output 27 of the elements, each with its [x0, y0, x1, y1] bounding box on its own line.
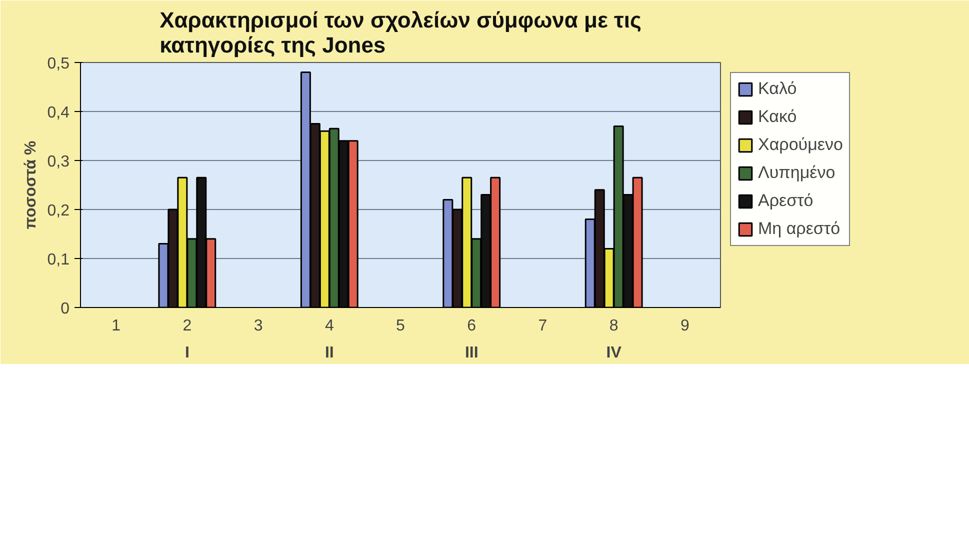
text: IV — [606, 344, 622, 362]
legend-label: Χαρούμενο — [758, 135, 843, 155]
y-axis-title: ποσοστά % — [22, 140, 40, 230]
legend-label: Λυπημένο — [758, 163, 836, 183]
x-tick-label: 9 — [680, 318, 690, 334]
y-tick-label: 0,1 — [47, 252, 70, 268]
x-tick-label: 1 — [112, 318, 121, 334]
x-tick-label: 5 — [396, 318, 406, 334]
text: I — [184, 344, 190, 362]
x-tick-label: 2 — [182, 318, 192, 334]
text: II — [324, 344, 334, 362]
legend-label: Κακό — [758, 107, 797, 127]
chart-title: Χαρακτηρισμοί των σχολείων σύμφωνα με τις κατηγορίες της Jones — [160, 8, 642, 58]
legend-label: Μη αρεστό — [758, 219, 840, 239]
x-tick-label: 4 — [324, 318, 334, 334]
y-tick-label: 0,4 — [47, 104, 70, 122]
x-tick-label: 7 — [538, 318, 548, 334]
legend-label: Καλό — [758, 79, 797, 99]
x-tick-label: 6 — [467, 318, 476, 334]
y-tick-label: 0,3 — [47, 154, 70, 170]
legend-label: Αρεστό — [758, 191, 814, 211]
text: III — [464, 344, 478, 362]
x-tick-label: 3 — [254, 318, 263, 334]
x-tick-label: 8 — [609, 318, 618, 334]
y-tick-label: 0,2 — [47, 202, 70, 220]
y-tick-label: 0,5 — [47, 56, 70, 72]
y-tick-label: 0 — [60, 300, 70, 318]
